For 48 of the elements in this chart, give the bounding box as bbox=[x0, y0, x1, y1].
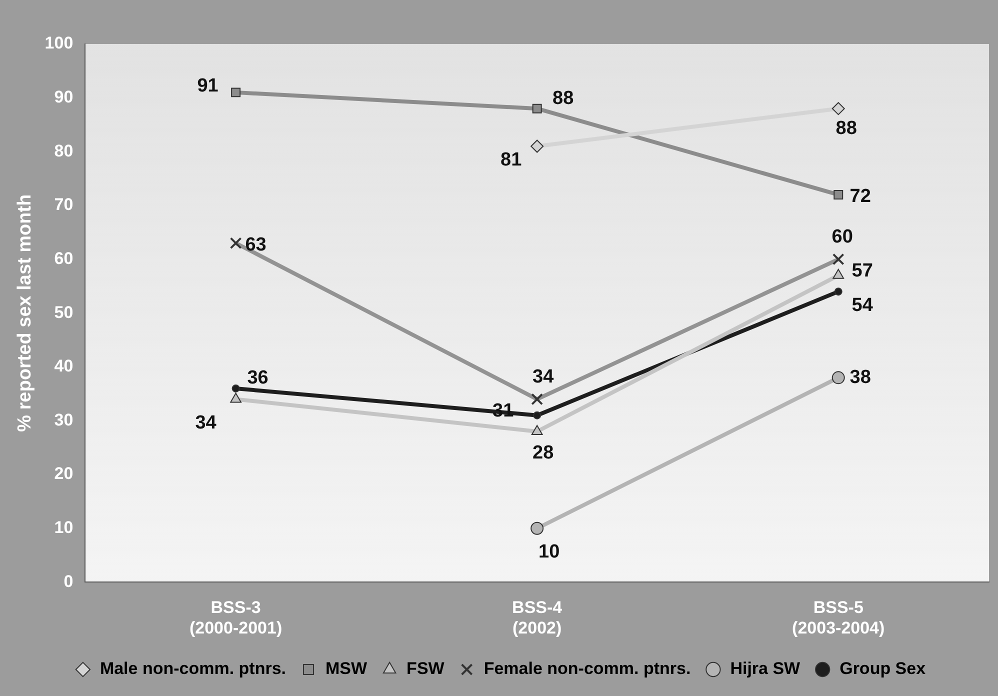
legend-label: Male non-comm. ptnrs. bbox=[100, 659, 286, 678]
data-label: 91 bbox=[197, 76, 219, 97]
point bbox=[531, 425, 543, 436]
legend-label: Group Sex bbox=[840, 659, 926, 678]
data-label: 57 bbox=[852, 260, 873, 282]
data-label: 81 bbox=[500, 149, 522, 170]
y-tick-label: 20 bbox=[54, 464, 74, 484]
point bbox=[231, 88, 241, 98]
data-label: 34 bbox=[532, 366, 554, 388]
point bbox=[533, 411, 542, 420]
data-label: 10 bbox=[538, 542, 560, 563]
data-label: 88 bbox=[836, 118, 857, 139]
data-label: 36 bbox=[247, 368, 268, 389]
data-label: 38 bbox=[850, 366, 871, 388]
x-tick-label: BSS-4 (2002) bbox=[512, 598, 563, 638]
x-tick-label: BSS-5 (2003-2004) bbox=[792, 598, 885, 638]
data-label: 60 bbox=[832, 226, 853, 248]
y-tick-label: 30 bbox=[54, 410, 74, 430]
point bbox=[530, 140, 544, 153]
point bbox=[230, 392, 242, 403]
point bbox=[232, 384, 240, 392]
point bbox=[834, 288, 842, 296]
y-tick-label: 70 bbox=[54, 195, 74, 214]
data-label: 72 bbox=[850, 186, 871, 207]
data-label: 63 bbox=[245, 234, 266, 256]
y-tick-label: 60 bbox=[54, 248, 74, 268]
data-label: 54 bbox=[852, 294, 874, 316]
y-tick-label: 100 bbox=[44, 34, 74, 53]
y-axis-title: % reported sex last month bbox=[14, 194, 36, 432]
data-label: 88 bbox=[552, 88, 574, 109]
point bbox=[832, 102, 845, 116]
legend-label: Hijra SW bbox=[730, 659, 802, 678]
x-tick-label: BSS-3 (2000-2001) bbox=[189, 598, 282, 638]
y-tick-label: 50 bbox=[54, 302, 74, 322]
legend-label: MSW bbox=[326, 659, 368, 678]
point bbox=[832, 371, 845, 384]
y-tick-label: 90 bbox=[54, 88, 74, 107]
data-label: 28 bbox=[532, 442, 554, 464]
legend-label: Female non-comm. ptnrs. bbox=[484, 659, 691, 678]
legend-label: FSW bbox=[406, 659, 446, 678]
y-tick-label: 40 bbox=[54, 356, 74, 376]
point bbox=[532, 104, 542, 114]
point bbox=[530, 522, 544, 535]
point bbox=[834, 190, 844, 200]
y-tick-label: 0 bbox=[64, 572, 74, 591]
y-tick-label: 80 bbox=[54, 141, 74, 160]
y-tick-label: 10 bbox=[54, 518, 74, 538]
data-label: 34 bbox=[195, 412, 217, 434]
